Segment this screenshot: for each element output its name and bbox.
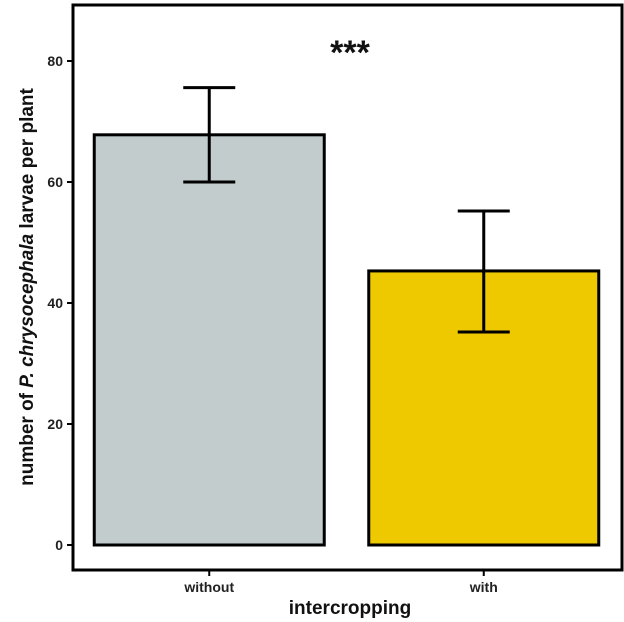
- y-tick-label-20: 20: [47, 416, 63, 432]
- y-axis-title-suffix: larvae per plant: [17, 87, 38, 233]
- y-tick-label-40: 40: [47, 295, 63, 311]
- error-bars-group: [183, 86, 510, 334]
- y-axis: 0 20 40 60 80: [47, 53, 73, 553]
- bar-without: [92, 133, 326, 547]
- y-tick-label-80: 80: [47, 53, 63, 69]
- y-tick-label-60: 60: [47, 174, 63, 190]
- x-tick-label-with: with: [469, 579, 498, 595]
- y-axis-title-prefix: number of: [17, 388, 38, 486]
- y-axis-title: number of P. chrysocephala larvae per pl…: [17, 87, 38, 485]
- y-tick-label-0: 0: [55, 537, 63, 553]
- x-axis-title: intercropping: [289, 598, 411, 619]
- x-tick-label-without: without: [183, 579, 234, 595]
- significance-annotation: ***: [330, 34, 370, 72]
- x-axis: without with: [183, 570, 498, 595]
- y-axis-title-species: P. chrysocephala: [17, 233, 38, 387]
